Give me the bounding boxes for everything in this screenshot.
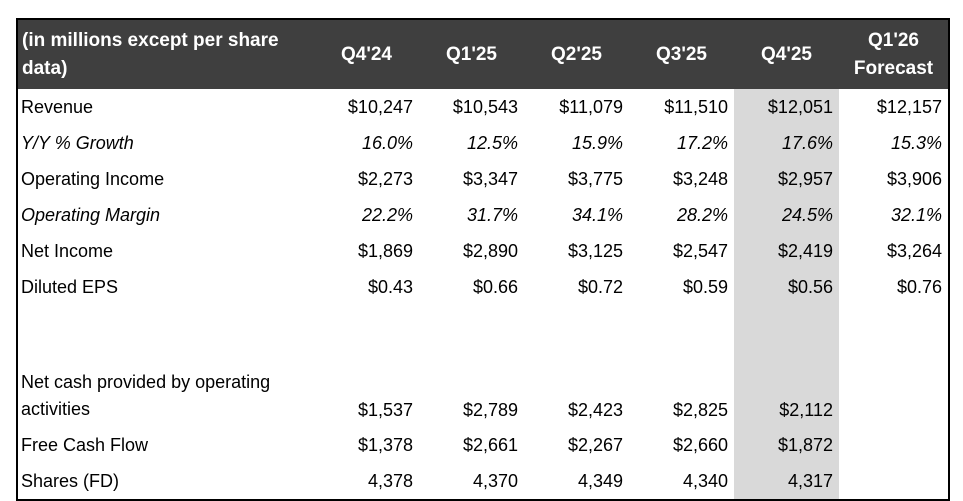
spacer-row (17, 305, 949, 359)
row-value: $0.56 (734, 269, 839, 305)
row-value (839, 427, 949, 463)
row-value: 16.0% (361, 133, 413, 153)
row-value: $2,890 (462, 241, 518, 261)
row-value: 15.3% (890, 133, 942, 153)
row-value: $10,247 (347, 97, 413, 117)
row-value: 4,340 (682, 471, 728, 491)
row-value (839, 359, 949, 427)
row-value: $2,660 (672, 435, 728, 455)
row-value: $12,157 (876, 97, 942, 117)
header-units-label: (in millions except per share data) (17, 19, 314, 89)
row-value: $0.43 (367, 277, 413, 297)
table-row: Y/Y % Growth 16.0% 12.5% 15.9% 17.2% 17.6% 15.… (17, 125, 949, 161)
table-row: Diluted EPS $0.43 $0.66 $0.72 $0.59 $0.56 $0.7… (17, 269, 949, 305)
row-value: 4,370 (472, 471, 518, 491)
row-value: $2,825 (672, 400, 728, 420)
table-body: Revenue $10,247 $10,543 $11,079 $11,510 $12,0… (17, 89, 949, 500)
row-value: $0.59 (682, 277, 728, 297)
row-value (314, 305, 419, 359)
row-label: Operating Income (21, 169, 165, 189)
row-value: 17.6% (734, 125, 839, 161)
header-period: Q1'25 (419, 19, 524, 89)
row-value: $3,248 (672, 169, 728, 189)
table-row: Free Cash Flow $1,378 $2,661 $2,267 $2,660 $1… (17, 427, 949, 463)
row-value (419, 305, 524, 359)
row-value: $2,112 (734, 359, 839, 427)
row-value (839, 463, 949, 500)
row-label: Net Income (21, 241, 114, 261)
row-value: 32.1% (890, 205, 942, 225)
row-value: $2,267 (567, 435, 623, 455)
row-value: $2,547 (672, 241, 728, 261)
row-value: $11,510 (664, 97, 728, 117)
row-value: $0.72 (577, 277, 623, 297)
header-period: Q3'25 (629, 19, 734, 89)
row-value: $2,419 (734, 233, 839, 269)
row-value: $10,543 (452, 97, 518, 117)
row-value: $12,051 (734, 89, 839, 125)
row-value: 22.2% (361, 205, 413, 225)
row-value: 31.7% (466, 205, 518, 225)
row-label: Free Cash Flow (21, 435, 149, 455)
row-value: $0.76 (896, 277, 942, 297)
row-value: $3,906 (886, 169, 942, 189)
row-value: $3,125 (567, 241, 623, 261)
row-label: Shares (FD) (21, 471, 120, 491)
table-row: Revenue $10,247 $10,543 $11,079 $11,510 $12,0… (17, 89, 949, 125)
row-value (524, 305, 629, 359)
header-period: Q4'25 (734, 19, 839, 89)
row-value: $11,079 (559, 97, 623, 117)
row-label: Y/Y % Growth (21, 133, 134, 153)
header-period: Q4'24 (314, 19, 419, 89)
row-label: Diluted EPS (21, 277, 119, 297)
row-value: 4,378 (367, 471, 413, 491)
row-value (839, 305, 949, 359)
row-value: 15.9% (571, 133, 623, 153)
row-value: 4,317 (734, 463, 839, 500)
row-value: 4,349 (577, 471, 623, 491)
row-value: 28.2% (676, 205, 728, 225)
row-value: 17.2% (676, 133, 728, 153)
row-label (17, 305, 314, 359)
row-value: $3,347 (462, 169, 518, 189)
row-label: Operating Margin (21, 205, 161, 225)
table-row: Net cash provided by operating activitie… (17, 359, 949, 427)
table-row: Operating Margin 22.2% 31.7% 34.1% 28.2% 24.5… (17, 197, 949, 233)
row-value (734, 305, 839, 359)
row-value: 24.5% (734, 197, 839, 233)
row-value: $2,661 (462, 435, 518, 455)
table-row: Shares (FD) 4,378 4,370 4,349 4,340 4,317 (17, 463, 949, 500)
row-value: $1,872 (734, 427, 839, 463)
row-value: $0.66 (472, 277, 518, 297)
row-value (629, 305, 734, 359)
row-value: $1,537 (357, 400, 413, 420)
row-value: 34.1% (571, 205, 623, 225)
row-value: $1,378 (357, 435, 413, 455)
row-label: Revenue (21, 97, 94, 117)
table-row: Net Income $1,869 $2,890 $3,125 $2,547 $2,419… (17, 233, 949, 269)
financial-summary-table: (in millions except per share data) Q4'2… (16, 18, 950, 501)
row-value: $2,957 (734, 161, 839, 197)
header-period-forecast: Q1'26 Forecast (839, 19, 949, 89)
row-value: $3,775 (567, 169, 623, 189)
row-value: 12.5% (466, 133, 518, 153)
header-period: Q2'25 (524, 19, 629, 89)
header-row: (in millions except per share data) Q4'2… (17, 19, 949, 89)
row-value: $2,423 (567, 400, 623, 420)
row-value: $3,264 (886, 241, 942, 261)
row-value: $1,869 (357, 241, 413, 261)
row-label: Net cash provided by operating activitie… (21, 372, 271, 419)
row-value: $2,789 (462, 400, 518, 420)
row-value: $2,273 (357, 169, 413, 189)
table-row: Operating Income $2,273 $3,347 $3,775 $3,248… (17, 161, 949, 197)
